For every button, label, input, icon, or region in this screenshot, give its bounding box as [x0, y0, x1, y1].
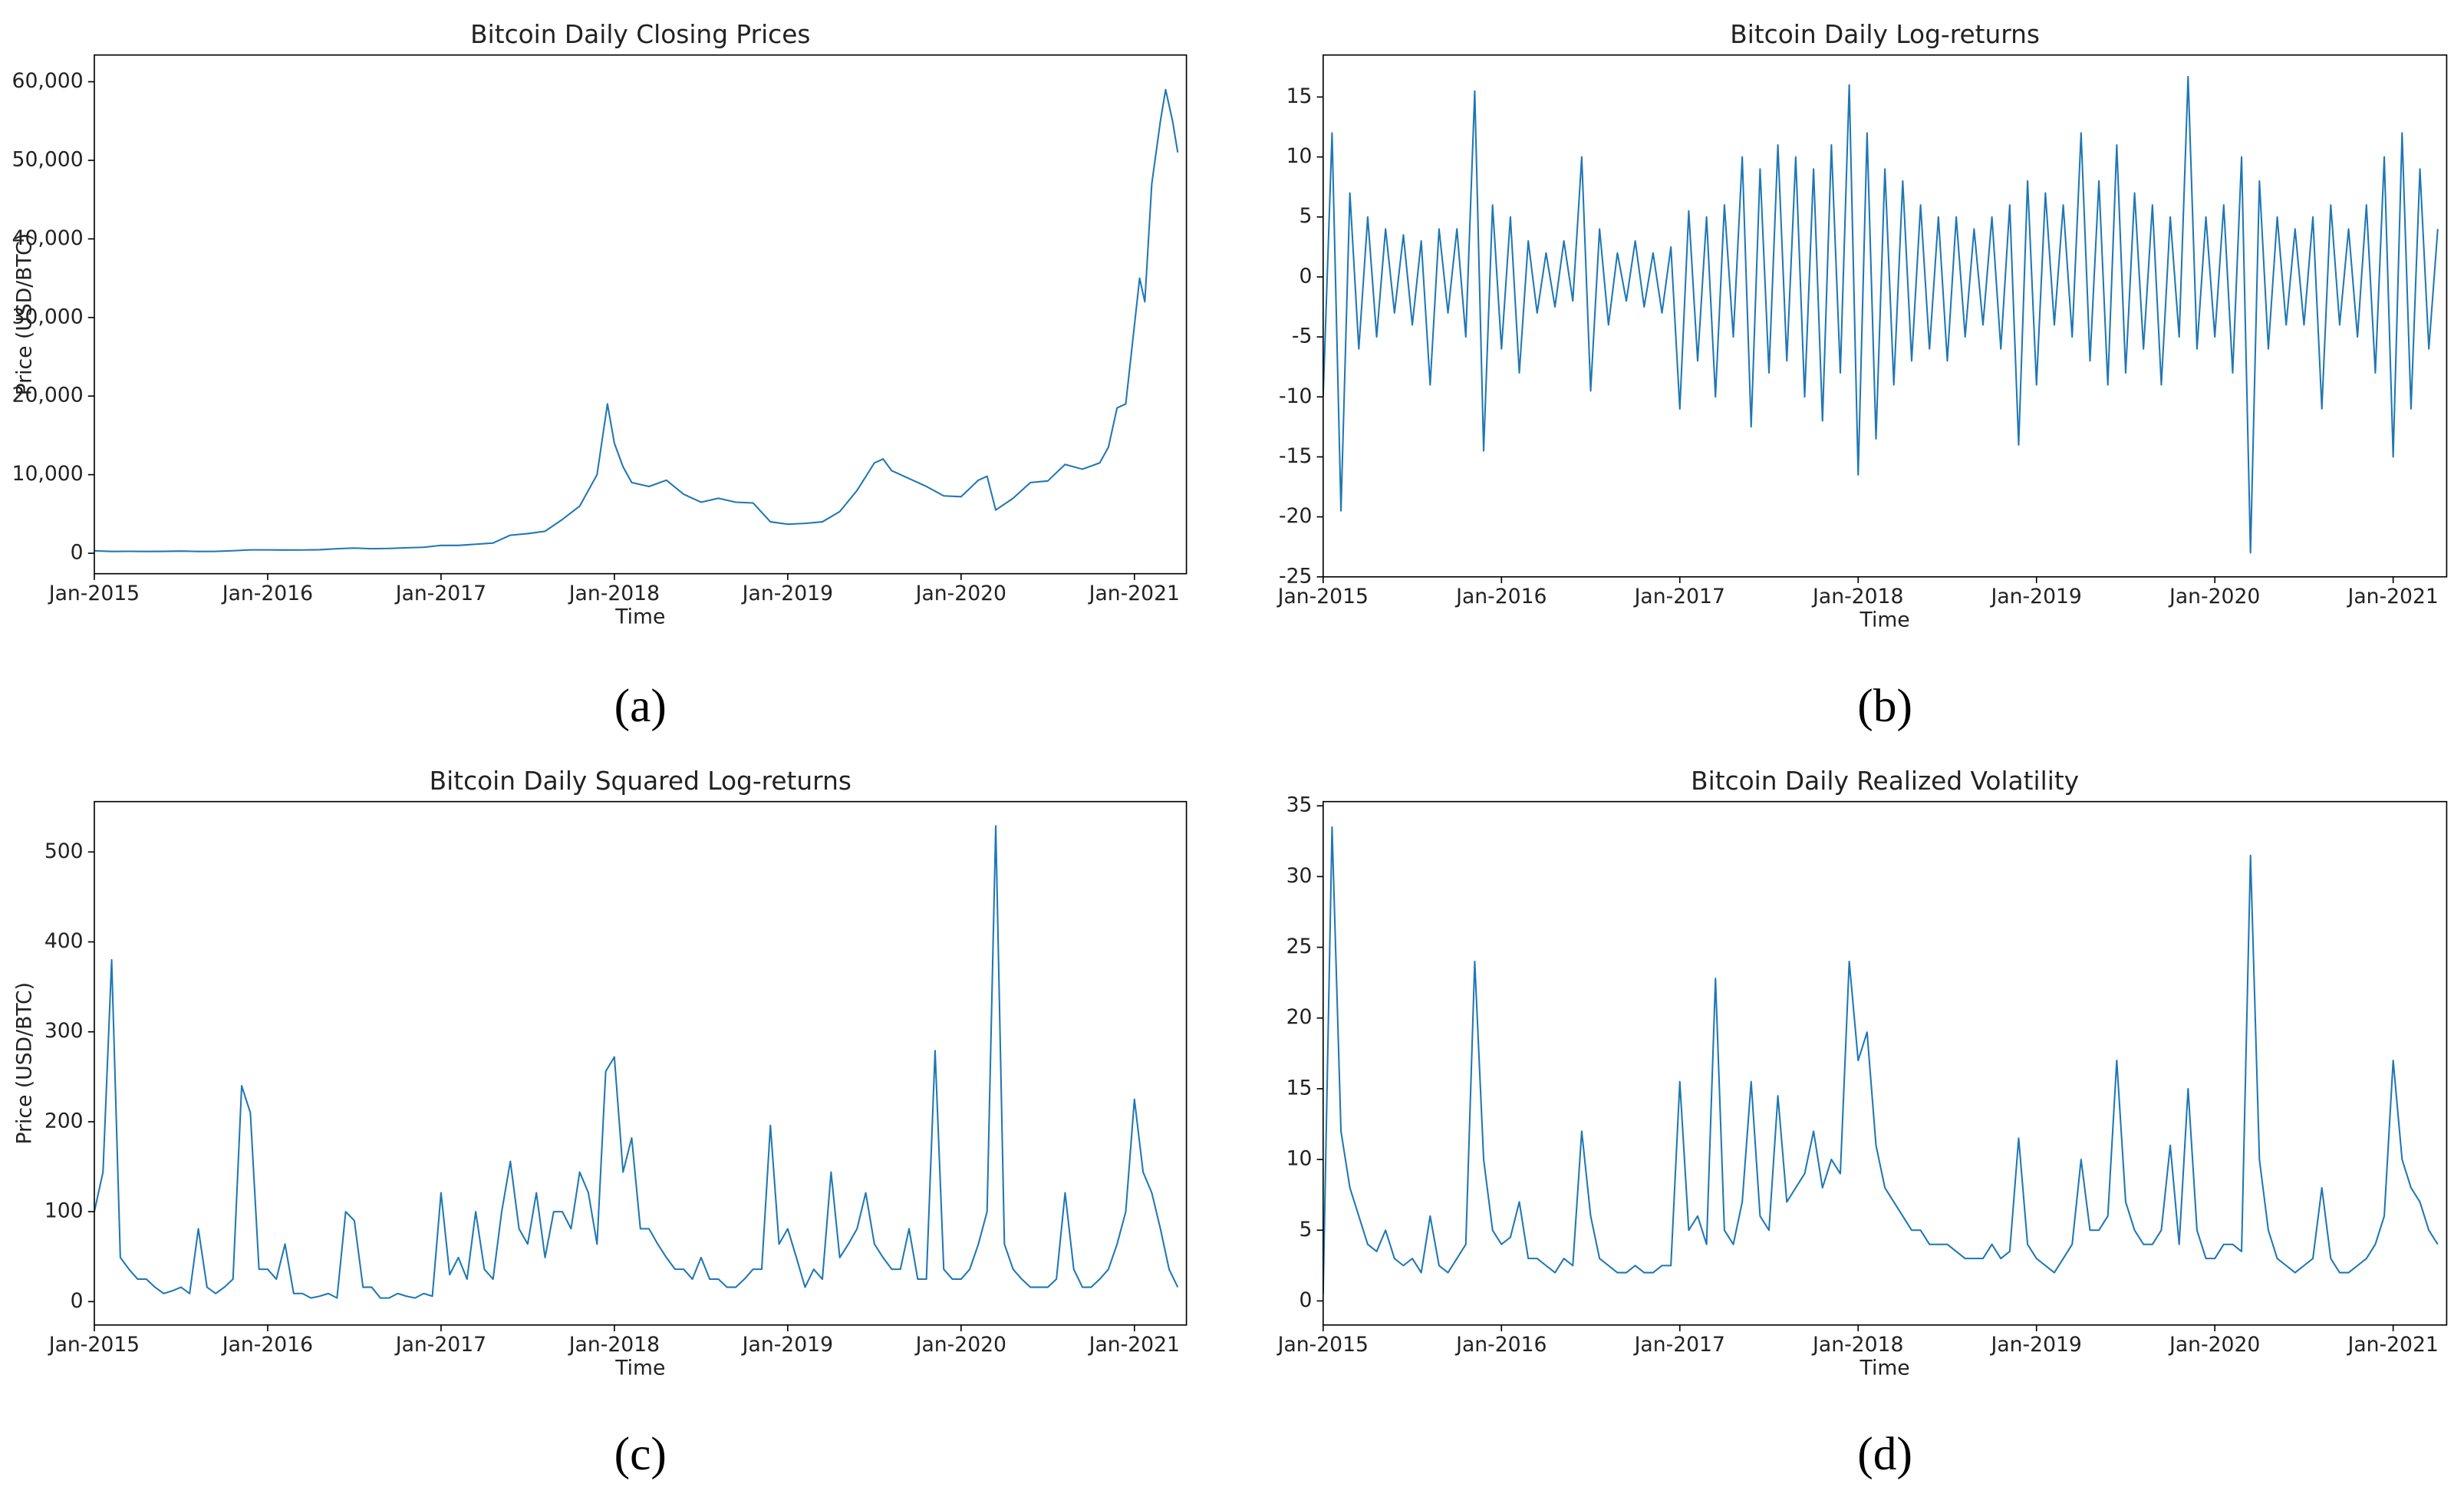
panel-label: (c): [614, 1428, 667, 1480]
data-line: [1323, 75, 2439, 554]
x-tick-label: Jan-2015: [48, 582, 140, 605]
chart-title: Bitcoin Daily Realized Volatility: [1691, 767, 2079, 796]
chart-panel: Jan-2015 Jan-2016 Jan-2017 Jan-2018 Jan-2019…: [12, 20, 1188, 732]
data-line: [1323, 826, 2439, 1294]
x-tick-label: Jan-2017: [394, 582, 486, 605]
y-tick-label: 30,000: [12, 305, 84, 328]
y-tick-label: 50,000: [12, 147, 84, 171]
plot-frame: [94, 54, 1188, 575]
x-tick-label: Jan-2017: [1633, 585, 1725, 608]
y-tick-label: -10: [1279, 384, 1312, 408]
y-tick-label: 0: [1300, 1288, 1313, 1312]
y-tick-label: -15: [1279, 444, 1312, 468]
y-tick-label: 10,000: [12, 462, 84, 486]
data-line: [94, 825, 1179, 1299]
x-tick-label: Jan-2017: [1633, 1333, 1725, 1357]
x-tick-label: Jan-2015: [1276, 585, 1369, 608]
y-tick-label: 40,000: [12, 226, 84, 250]
plot-area: [94, 54, 1187, 574]
x-tick-label: Jan-2019: [1990, 585, 2082, 608]
chart-title: Bitcoin Daily Log-returns: [1730, 20, 2040, 49]
panel-label: (b): [1857, 680, 1912, 732]
x-axis-label: Time: [614, 1357, 665, 1380]
plot-frame: [1322, 800, 2448, 1326]
y-tick-label: 5: [1300, 1218, 1313, 1242]
y-tick-label: 15: [1286, 1076, 1313, 1100]
x-tick-label: Jan-2015: [48, 1333, 140, 1357]
x-tick-label: Jan-2020: [2168, 1333, 2260, 1357]
plot-area: [1323, 54, 2447, 577]
x-tick-label: Jan-2016: [1454, 585, 1547, 608]
chart-title: Bitcoin Daily Closing Prices: [470, 20, 810, 49]
x-tick-label: Jan-2016: [221, 582, 313, 605]
chart-panel: Jan-2015 Jan-2016 Jan-2017 Jan-2018 Jan-2019…: [12, 767, 1188, 1480]
plot-area: [1323, 801, 2447, 1325]
y-tick-label: 0: [1300, 264, 1313, 288]
x-tick-label: Jan-2020: [914, 1333, 1006, 1357]
y-tick-label: 20,000: [12, 384, 84, 407]
y-tick-label: 25: [1286, 935, 1313, 958]
x-tick-label: Jan-2018: [568, 1333, 660, 1357]
y-tick-label: 10: [1286, 1147, 1313, 1171]
x-tick-label: Jan-2018: [1811, 1333, 1903, 1357]
chart-panel: Jan-2015 Jan-2016 Jan-2017 Jan-2018 Jan-2019…: [1276, 767, 2448, 1480]
x-axis-label: Time: [1860, 608, 1910, 632]
x-tick-label: Jan-2015: [1276, 1333, 1369, 1357]
y-axis-label: Price (USD/BTC): [12, 982, 36, 1144]
chart-title: Bitcoin Daily Squared Log-returns: [430, 767, 852, 796]
y-tick-label: 30: [1286, 864, 1313, 888]
y-tick-label: 300: [44, 1019, 84, 1043]
plot-frame: [94, 800, 1188, 1326]
y-tick-label: 100: [44, 1199, 84, 1223]
y-axis-label: Price (USD/BTC): [12, 233, 36, 395]
y-tick-label: 0: [71, 1289, 84, 1313]
x-tick-label: Jan-2017: [394, 1333, 486, 1357]
x-tick-label: Jan-2020: [914, 582, 1006, 605]
x-tick-label: Jan-2019: [741, 1333, 833, 1357]
y-tick-label: 5: [1300, 204, 1313, 228]
panel-label: (a): [614, 680, 667, 732]
plot-frame: [1322, 54, 2448, 578]
x-tick-label: Jan-2020: [2168, 585, 2260, 608]
x-tick-label: Jan-2021: [1088, 582, 1180, 605]
y-tick-label: -20: [1279, 504, 1312, 528]
x-tick-label: Jan-2018: [568, 582, 660, 605]
y-tick-label: 35: [1286, 793, 1313, 817]
y-tick-label: 0: [71, 541, 84, 565]
x-tick-label: Jan-2016: [221, 1333, 313, 1357]
data-line: [94, 88, 1179, 552]
y-tick-label: 200: [44, 1109, 84, 1133]
x-axis-label: Time: [614, 605, 665, 629]
y-tick-label: 10: [1286, 144, 1313, 168]
x-axis-label: Time: [1860, 1357, 1910, 1380]
x-tick-label: Jan-2021: [2346, 585, 2438, 608]
x-tick-label: Jan-2021: [1088, 1333, 1180, 1357]
y-tick-label: 500: [44, 839, 84, 863]
x-tick-label: Jan-2019: [1990, 1333, 2082, 1357]
x-tick-label: Jan-2018: [1811, 585, 1903, 608]
x-tick-label: Jan-2016: [1454, 1333, 1547, 1357]
y-tick-label: 60,000: [12, 69, 84, 93]
panel-label: (d): [1857, 1428, 1912, 1480]
y-tick-label: -25: [1279, 564, 1312, 588]
y-tick-label: -5: [1292, 325, 1313, 348]
y-tick-label: 15: [1286, 84, 1313, 108]
x-tick-label: Jan-2021: [2346, 1333, 2438, 1357]
y-tick-label: 400: [44, 929, 84, 953]
y-tick-label: 20: [1286, 1005, 1313, 1029]
x-tick-label: Jan-2019: [741, 582, 833, 605]
chart-panel: Jan-2015 Jan-2016 Jan-2017 Jan-2018 Jan-2019…: [1276, 20, 2448, 732]
